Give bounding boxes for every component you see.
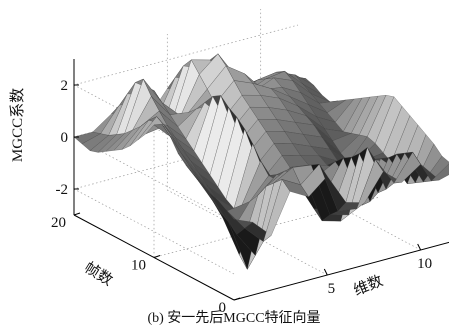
x-tick-label: 10 [417, 256, 432, 272]
x-tick-label: 5 [328, 281, 336, 297]
y-tick-mark [233, 297, 241, 301]
y-tick-label: 20 [51, 215, 66, 231]
z-tick-label: 0 [61, 130, 69, 146]
x-gridline [166, 34, 328, 276]
y-tick-label: 0 [219, 300, 227, 316]
surface-mesh [73, 53, 449, 270]
y-axis-label: 帧数 [81, 259, 115, 289]
z-axis-label: MGCC系数 [9, 88, 26, 162]
z-tick-label: -2 [56, 182, 69, 198]
z-tick-label: 2 [61, 78, 69, 94]
y-tick-mark [73, 212, 81, 216]
x-tick-mark [417, 243, 422, 251]
figure-caption: (b) 安一先后MGCC特征向量 [147, 310, 320, 326]
x-axis-label: 维数 [351, 272, 385, 299]
y-tick-mark [153, 255, 161, 258]
y-gridline [153, 101, 379, 258]
x-tick-mark [323, 268, 328, 276]
surface-patch [430, 163, 449, 182]
y-tick-label: 10 [131, 258, 146, 274]
